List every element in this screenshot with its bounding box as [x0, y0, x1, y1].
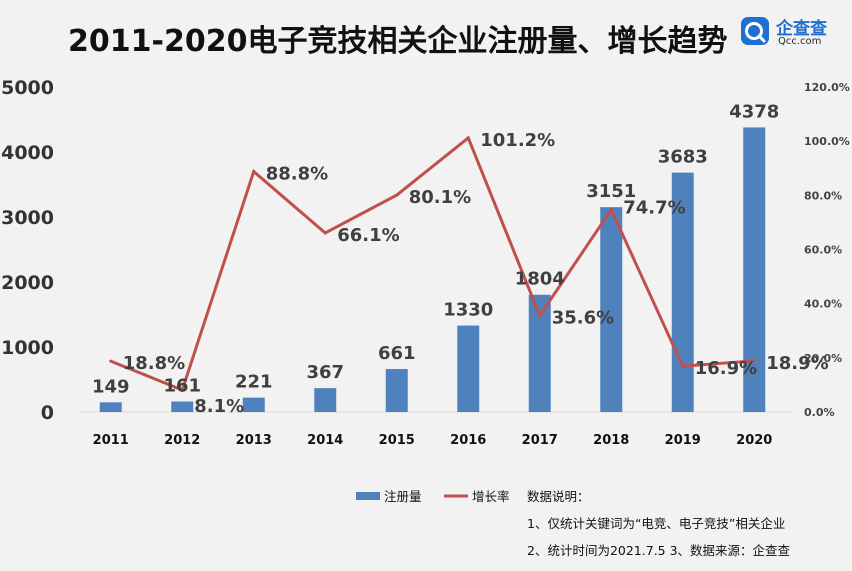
line-value-label: 18.9%: [766, 353, 828, 374]
right-axis-tick-label: 80.0%: [804, 189, 842, 202]
bar: [385, 369, 408, 412]
legend-swatch-bar: [356, 492, 380, 500]
left-axis-tick-label: 2000: [1, 272, 54, 294]
bar-data-labels: 149 161 221 367 661 1330 1804 3151 3683 4378: [92, 101, 779, 397]
line-point: [538, 314, 542, 318]
brand-mark-icon: [741, 17, 769, 45]
line-point: [466, 136, 470, 140]
x-axis-tick-label: 2017: [522, 433, 558, 448]
x-axis-tick-label: 2019: [665, 433, 701, 448]
right-axis-tick-label: 100.0%: [804, 135, 850, 148]
line-point: [252, 170, 256, 173]
bar-value-label: 3151: [586, 181, 636, 202]
line-point: [681, 364, 685, 368]
brand-logo: 企查查 Qcc.com: [740, 14, 840, 54]
brand-name: 企查查: [776, 19, 827, 39]
bar: [528, 294, 551, 412]
line-value-label: 66.1%: [337, 225, 399, 246]
left-axis-tick-label: 0: [41, 402, 54, 424]
line-value-label: 18.8%: [123, 353, 185, 374]
bar-value-label: 221: [235, 372, 273, 393]
x-axis-tick-label: 2011: [93, 433, 129, 448]
left-axis-tick-label: 3000: [1, 207, 54, 229]
right-axis-tick-label: 40.0%: [804, 298, 842, 311]
legend: 注册量 增长率: [356, 489, 510, 504]
line-value-label: 16.9%: [695, 358, 757, 379]
line-point: [752, 359, 756, 363]
bar-value-label: 161: [163, 376, 201, 397]
bar-value-label: 367: [306, 362, 344, 383]
notes-line-2: 2、统计时间为2021.7.5 3、数据来源：企查查: [527, 543, 791, 558]
left-axis-ticks: 0 1000 2000 3000 4000 5000: [1, 77, 54, 424]
line-value-label: 80.1%: [409, 187, 471, 208]
bar: [171, 401, 194, 412]
line-value-label: 74.7%: [623, 198, 685, 219]
x-axis-tick-label: 2016: [450, 433, 486, 448]
line-value-label: 35.6%: [552, 308, 614, 329]
x-axis-tick-label: 2020: [736, 433, 772, 448]
bar-value-label: 661: [378, 343, 416, 364]
line-value-label: 8.1%: [194, 396, 244, 417]
chart-title: 2011-2020电子竞技相关企业注册量、增长趋势: [68, 24, 728, 59]
bar-value-label: 149: [92, 376, 130, 397]
brand-domain: Qcc.com: [778, 36, 822, 47]
x-axis-ticks: 2011 2012 2013 2014 2015 2016 2017 2018 2019 2020: [93, 433, 773, 448]
left-axis-tick-label: 4000: [1, 142, 54, 164]
bar: [457, 325, 480, 412]
notes-heading: 数据说明：: [527, 489, 590, 504]
right-axis-tick-label: 60.0%: [804, 244, 842, 257]
notes-line-1: 1、仅统计关键词为“电竞、电子竞技”相关企业: [527, 516, 786, 531]
bar: [314, 388, 337, 412]
line-point: [609, 208, 613, 212]
right-axis-tick-label: 0.0%: [804, 406, 835, 419]
x-axis-tick-label: 2014: [307, 433, 343, 448]
line-series: [109, 135, 756, 393]
x-axis-tick-label: 2015: [379, 433, 415, 448]
x-axis-tick-label: 2018: [593, 433, 629, 448]
line-point: [180, 388, 184, 392]
left-axis-tick-label: 5000: [1, 77, 54, 99]
right-axis-tick-label: 120.0%: [804, 81, 850, 94]
growth-line: [110, 135, 755, 393]
bar: [99, 402, 122, 412]
bar-value-label: 1804: [515, 269, 565, 290]
left-axis-tick-label: 1000: [1, 337, 54, 359]
bar: [242, 397, 265, 412]
line-data-labels: 18.8% 8.1% 88.8% 66.1% 80.1% 101.2% 35.6% 74.7%…: [123, 130, 829, 417]
line-value-label: 101.2%: [480, 130, 555, 151]
line-point: [323, 231, 327, 235]
line-value-label: 88.8%: [266, 164, 328, 185]
bar-value-label: 1330: [443, 300, 493, 321]
legend-label-line: 增长率: [472, 489, 510, 504]
bar: [743, 127, 766, 413]
right-axis-tick-label: 20.0%: [804, 352, 842, 365]
bar: [600, 207, 623, 412]
line-point: [109, 359, 113, 363]
line-point: [395, 193, 399, 197]
right-axis-ticks: 0.0% 20.0% 40.0% 60.0% 80.0% 100.0% 120.0%: [804, 81, 850, 419]
x-axis-tick-label: 2012: [164, 433, 200, 448]
bar-value-label: 3683: [658, 147, 708, 168]
x-axis-tick-label: 2013: [236, 433, 272, 448]
bar-value-label: 4378: [729, 101, 779, 122]
legend-label-bar: 注册量: [384, 489, 422, 504]
bar-series: [99, 127, 766, 413]
